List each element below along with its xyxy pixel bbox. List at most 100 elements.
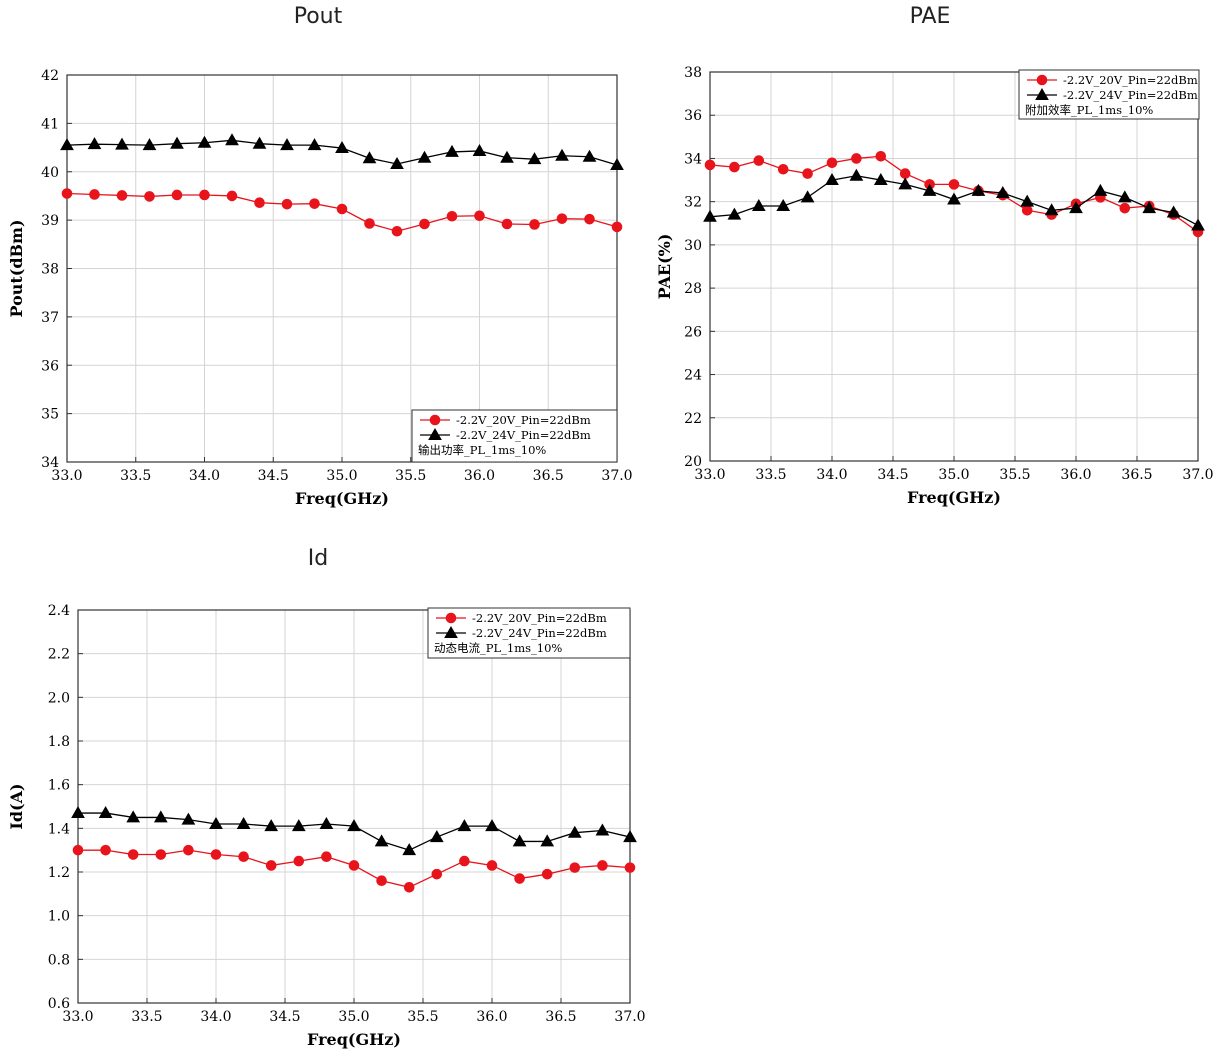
pae-data-point bbox=[947, 192, 961, 205]
pout-ytick-label: 39 bbox=[41, 213, 59, 229]
pae-data-point bbox=[777, 163, 789, 175]
id-gridlines bbox=[77, 609, 631, 1004]
id-data-point bbox=[155, 849, 167, 860]
pae-data-point bbox=[971, 183, 986, 196]
id-xtick-label: 33.5 bbox=[131, 1009, 162, 1025]
pae-ytick-label: 38 bbox=[684, 65, 702, 81]
pae-legend-label: -2.2V_24V_Pin=22dBm bbox=[1063, 88, 1198, 102]
pout-x-axis-label: Freq(GHz) bbox=[295, 489, 389, 508]
id-data-point bbox=[485, 819, 499, 832]
pae-data-point bbox=[1166, 205, 1181, 218]
id-data-point bbox=[376, 875, 387, 887]
pout-data-point bbox=[307, 138, 322, 151]
pae-xtick-label: 35.5 bbox=[999, 467, 1030, 483]
pout-gridlines bbox=[66, 74, 618, 463]
pout-data-point bbox=[309, 198, 320, 209]
pout-data-point bbox=[391, 225, 403, 237]
id-legend-marker bbox=[445, 612, 457, 624]
id-data-point bbox=[624, 862, 636, 873]
pae-data-point bbox=[1119, 202, 1131, 214]
pae-xtick-label: 34.5 bbox=[877, 467, 908, 483]
pout-data-point bbox=[335, 141, 349, 154]
pae-data-point bbox=[898, 177, 913, 190]
pae-data-point bbox=[899, 168, 911, 179]
pout-data-point bbox=[87, 137, 102, 150]
pout-xtick-label: 33.0 bbox=[51, 468, 82, 484]
id-data-point bbox=[457, 819, 472, 832]
pae-data-point bbox=[1191, 218, 1205, 231]
pae-series-2 bbox=[703, 168, 1205, 231]
id-data-point bbox=[595, 823, 610, 836]
id-data-point bbox=[321, 851, 332, 863]
pae-data-point bbox=[704, 159, 716, 171]
id-data-point bbox=[569, 862, 581, 873]
pout-data-point bbox=[280, 138, 294, 151]
pae-chart: 33.0 33.5 34.0 34.5 35.0 35.5 36.0 36.5 37.0 20 22… bbox=[655, 65, 1214, 507]
id-data-point bbox=[567, 825, 582, 838]
id-data-point bbox=[403, 881, 415, 893]
id-ytick-label: 0.6 bbox=[48, 996, 70, 1012]
id-legend-label: -2.2V_20V_Pin=22dBm bbox=[472, 611, 607, 625]
id-data-point bbox=[183, 844, 194, 856]
id-data-point bbox=[293, 855, 305, 867]
pae-data-point bbox=[849, 168, 864, 181]
pae-ytick-label: 30 bbox=[684, 238, 702, 254]
pout-data-point bbox=[390, 157, 404, 170]
pae-xtick-label: 37.0 bbox=[1182, 467, 1213, 483]
id-xtick-label: 35.5 bbox=[407, 1009, 438, 1025]
pout-data-point bbox=[116, 190, 128, 201]
id-data-point bbox=[348, 860, 360, 871]
pae-data-point bbox=[948, 179, 960, 190]
pout-data-point bbox=[199, 189, 210, 201]
id-ytick-label: 1.0 bbox=[48, 909, 70, 925]
pout-data-point bbox=[446, 210, 458, 222]
pout-data-point bbox=[144, 191, 155, 202]
pae-data-point bbox=[1021, 205, 1033, 216]
id-data-point bbox=[71, 806, 85, 819]
id-xtick-label: 34.5 bbox=[269, 1009, 300, 1025]
pae-legend-label: -2.2V_20V_Pin=22dBm bbox=[1063, 73, 1198, 87]
id-legend-label: -2.2V_24V_Pin=22dBm bbox=[472, 626, 607, 640]
pae-data-point bbox=[751, 198, 766, 211]
pae-ytick-label: 24 bbox=[684, 368, 702, 384]
pout-data-point bbox=[170, 136, 184, 149]
pout-data-point bbox=[60, 138, 74, 151]
pae-data-point bbox=[1020, 194, 1035, 207]
id-data-point bbox=[100, 844, 111, 856]
id-data-point bbox=[264, 819, 279, 832]
pae-ytick-label: 26 bbox=[684, 324, 702, 340]
pae-data-point bbox=[1142, 201, 1157, 214]
id-data-point bbox=[459, 855, 470, 867]
pout-ytick-label: 41 bbox=[41, 116, 59, 132]
pae-legend-marker bbox=[1035, 87, 1049, 100]
pae-xtick-label: 36.5 bbox=[1121, 467, 1152, 483]
pout-data-point bbox=[226, 190, 238, 202]
pae-legend-marker bbox=[1036, 74, 1048, 86]
id-data-point bbox=[126, 810, 141, 823]
pae-data-point bbox=[729, 161, 740, 173]
pout-data-point bbox=[197, 135, 212, 148]
id-data-point bbox=[431, 868, 443, 880]
id-series-1 bbox=[72, 844, 636, 893]
id-xtick-label: 34.0 bbox=[200, 1009, 231, 1025]
pae-data-point bbox=[851, 153, 862, 164]
pout-data-point bbox=[529, 219, 540, 230]
pae-data-point bbox=[800, 190, 815, 203]
pae-data-point bbox=[802, 168, 813, 179]
id-legend: -2.2V_20V_Pin=22dBm-2.2V_24V_Pin=22dBm动态… bbox=[427, 607, 631, 659]
pout-ytick-label: 35 bbox=[41, 407, 59, 423]
id-data-point bbox=[319, 816, 334, 829]
pout-legend: -2.2V_20V_Pin=22dBm-2.2V_24V_Pin=22dBm输出… bbox=[411, 409, 618, 463]
id-chart: 33.0 33.5 34.0 34.5 35.0 35.5 36.0 36.5 37.0 0.6 0… bbox=[7, 603, 646, 1049]
pae-ticks: 33.0 33.5 34.0 34.5 35.0 35.5 36.0 36.5 37.0 20 22… bbox=[684, 65, 1213, 483]
id-legend-note: 动态电流_PL_1ms_10% bbox=[434, 641, 562, 655]
pout-legend-label: -2.2V_20V_Pin=22dBm bbox=[456, 413, 591, 427]
id-data-point bbox=[209, 816, 223, 829]
pae-ytick-label: 28 bbox=[684, 281, 702, 297]
pout-chart: 33.0 33.5 34.0 34.5 35.0 35.5 36.0 36.5 37.0 34 35… bbox=[7, 68, 633, 508]
pout-data-point bbox=[281, 198, 293, 210]
pae-data-point bbox=[776, 198, 791, 211]
pae-x-axis-label: Freq(GHz) bbox=[907, 488, 1001, 507]
pout-data-point bbox=[89, 189, 100, 200]
id-xtick-label: 37.0 bbox=[614, 1009, 645, 1025]
